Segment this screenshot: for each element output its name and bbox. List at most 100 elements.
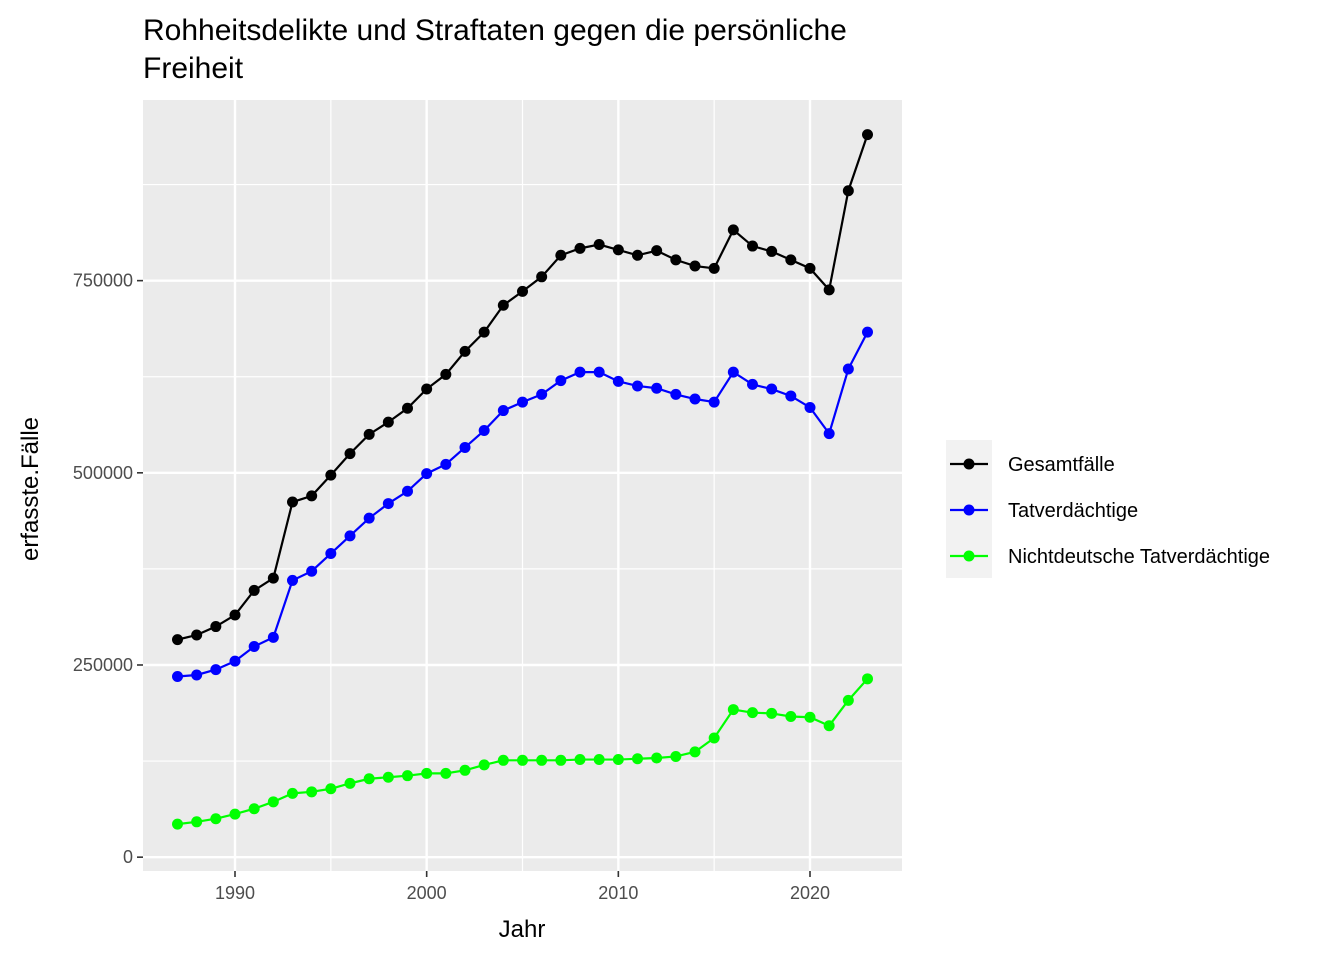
data-point bbox=[363, 428, 375, 440]
data-point bbox=[191, 629, 203, 641]
data-point bbox=[708, 396, 720, 408]
data-point bbox=[804, 711, 816, 723]
data-point bbox=[459, 764, 471, 776]
data-point bbox=[536, 754, 548, 766]
data-point bbox=[670, 254, 682, 266]
y-tick-label: 0 bbox=[123, 847, 133, 867]
chart-title-line-1: Rohheitsdelikte und Straftaten gegen die… bbox=[143, 14, 847, 47]
data-point bbox=[459, 441, 471, 453]
data-point bbox=[517, 754, 528, 766]
legend-key-point bbox=[963, 458, 975, 470]
data-point bbox=[632, 380, 643, 392]
data-point bbox=[382, 771, 394, 783]
data-point bbox=[785, 710, 797, 722]
legend: Gesamtfälle Tatverdächtige Nichtdeutsche T… bbox=[946, 440, 1270, 578]
data-point bbox=[172, 634, 183, 646]
data-point bbox=[574, 754, 586, 766]
major-gridlines bbox=[143, 100, 902, 871]
data-point bbox=[210, 664, 222, 676]
data-point bbox=[593, 366, 605, 378]
data-point bbox=[612, 244, 624, 256]
y-axis: 0 250000 500000 750000 bbox=[73, 271, 143, 867]
x-tick-label: 2020 bbox=[790, 883, 830, 903]
data-point bbox=[210, 621, 222, 633]
data-point bbox=[306, 565, 318, 577]
legend-label: Nichtdeutsche Tatverdächtige bbox=[1008, 546, 1270, 568]
legend-key-point bbox=[963, 550, 975, 562]
data-point bbox=[842, 363, 854, 375]
y-tick-label: 500000 bbox=[73, 463, 133, 483]
data-point bbox=[459, 345, 471, 357]
x-axis: 1990 2000 2010 2020 bbox=[215, 871, 830, 903]
data-point bbox=[248, 803, 260, 815]
data-point bbox=[267, 572, 279, 584]
data-point bbox=[823, 428, 835, 440]
data-point bbox=[536, 388, 548, 400]
series-points bbox=[172, 129, 873, 830]
data-point bbox=[632, 753, 643, 765]
data-point bbox=[517, 285, 528, 297]
data-point bbox=[766, 383, 778, 395]
data-point bbox=[421, 767, 433, 779]
data-point bbox=[344, 448, 356, 460]
data-point bbox=[402, 485, 413, 497]
data-point bbox=[517, 396, 528, 408]
data-point bbox=[862, 326, 873, 338]
data-point bbox=[325, 469, 337, 481]
chart-title-line-2: Freiheit bbox=[143, 52, 244, 85]
data-point bbox=[440, 368, 452, 380]
data-point bbox=[382, 416, 394, 428]
data-point bbox=[325, 548, 337, 560]
data-point bbox=[172, 818, 183, 830]
data-point bbox=[440, 767, 452, 779]
data-point bbox=[747, 707, 758, 719]
data-point bbox=[708, 262, 720, 274]
data-point bbox=[766, 707, 778, 719]
data-point bbox=[612, 754, 624, 766]
data-point bbox=[363, 773, 375, 785]
data-point bbox=[842, 185, 854, 197]
data-point bbox=[478, 425, 490, 437]
data-point bbox=[612, 375, 624, 387]
data-point bbox=[497, 754, 509, 766]
data-point bbox=[172, 671, 183, 683]
data-point bbox=[287, 787, 298, 799]
data-point bbox=[440, 458, 452, 470]
data-point bbox=[267, 796, 279, 808]
data-point bbox=[344, 530, 356, 542]
x-tick-label: 2010 bbox=[598, 883, 638, 903]
data-point bbox=[478, 759, 490, 771]
data-point bbox=[593, 754, 605, 766]
data-point bbox=[248, 641, 260, 653]
data-point bbox=[229, 808, 241, 820]
data-point bbox=[862, 673, 873, 685]
data-point bbox=[804, 401, 816, 413]
data-point bbox=[497, 405, 509, 417]
legend-key-point bbox=[963, 504, 975, 516]
data-point bbox=[210, 813, 222, 825]
data-point bbox=[689, 260, 701, 272]
data-point bbox=[727, 704, 739, 716]
data-point bbox=[727, 224, 739, 236]
data-point bbox=[689, 393, 701, 405]
data-point bbox=[632, 249, 643, 261]
data-point bbox=[670, 750, 682, 762]
data-point bbox=[785, 254, 797, 266]
data-point bbox=[421, 468, 433, 480]
data-point bbox=[191, 669, 203, 681]
data-point bbox=[823, 720, 835, 732]
data-point bbox=[747, 240, 758, 252]
data-point bbox=[727, 366, 739, 378]
data-point bbox=[248, 584, 260, 596]
data-point bbox=[536, 271, 548, 283]
legend-label: Gesamtfälle bbox=[1008, 454, 1115, 476]
data-point bbox=[191, 816, 203, 828]
x-axis-title: Jahr bbox=[499, 916, 546, 943]
data-point bbox=[708, 732, 720, 744]
data-point bbox=[402, 402, 413, 414]
data-point bbox=[421, 383, 433, 395]
x-tick-label: 1990 bbox=[215, 883, 255, 903]
legend-label: Tatverdächtige bbox=[1008, 500, 1138, 522]
data-point bbox=[229, 609, 241, 621]
data-point bbox=[344, 777, 356, 789]
